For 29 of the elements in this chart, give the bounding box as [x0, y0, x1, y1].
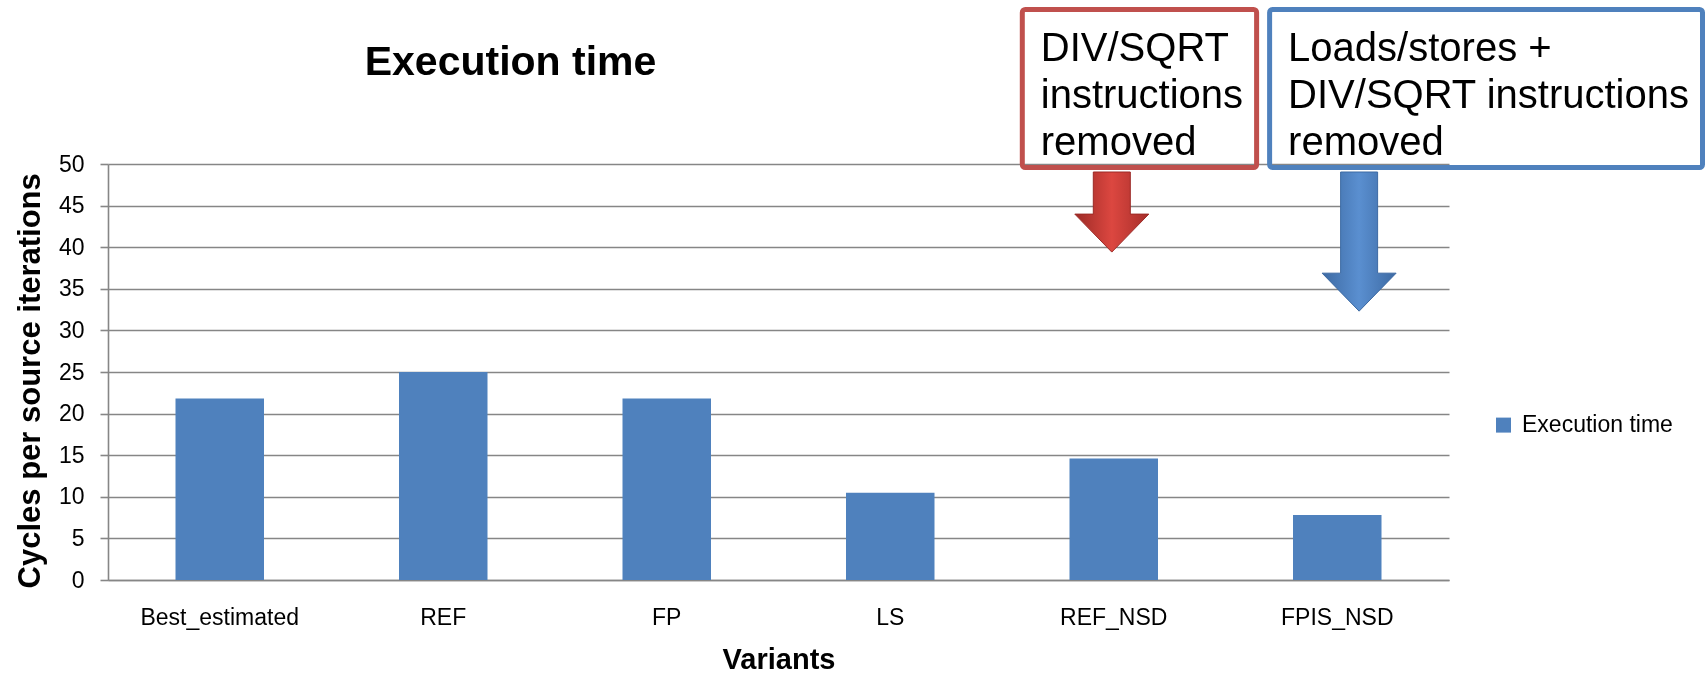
bar [622, 398, 711, 580]
bar [175, 398, 264, 580]
y-tick-label: 20 [58, 400, 85, 427]
bar [399, 372, 488, 580]
y-tick-label: 15 [58, 441, 85, 468]
x-tick-label: LS [876, 603, 905, 630]
bar [1069, 458, 1158, 580]
text: Loads/stores + DIV/SQRT instructions removed [1288, 25, 1689, 163]
y-tick-label: 30 [58, 316, 85, 343]
y-tick-label: 0 [71, 566, 85, 593]
bar [846, 492, 935, 580]
x-axis-title: Variants [722, 642, 836, 675]
y-tick-label: 25 [58, 358, 85, 385]
x-tick-label: REF_NSD [1060, 603, 1168, 630]
y-tick-label: 50 [58, 150, 85, 177]
y-tick-label: 5 [71, 524, 85, 551]
y-tick-label: 45 [58, 192, 85, 219]
x-tick-label: Best_estimated [140, 603, 300, 630]
x-tick-label: FPIS_NSD [1281, 603, 1394, 630]
y-tick-label: 10 [58, 483, 85, 510]
y-axis-title: Cycles per source iterations [11, 173, 47, 589]
chart-title: Execution time [364, 38, 657, 84]
bar [1293, 515, 1382, 580]
text: DIV/SQRT instructions removed [1040, 25, 1244, 163]
x-tick-label: REF [420, 603, 467, 630]
x-tick-label: FP [652, 603, 682, 630]
y-tick-label: 35 [58, 275, 85, 302]
y-tick-label: 40 [58, 233, 85, 260]
legend-label: Execution time [1522, 411, 1673, 438]
